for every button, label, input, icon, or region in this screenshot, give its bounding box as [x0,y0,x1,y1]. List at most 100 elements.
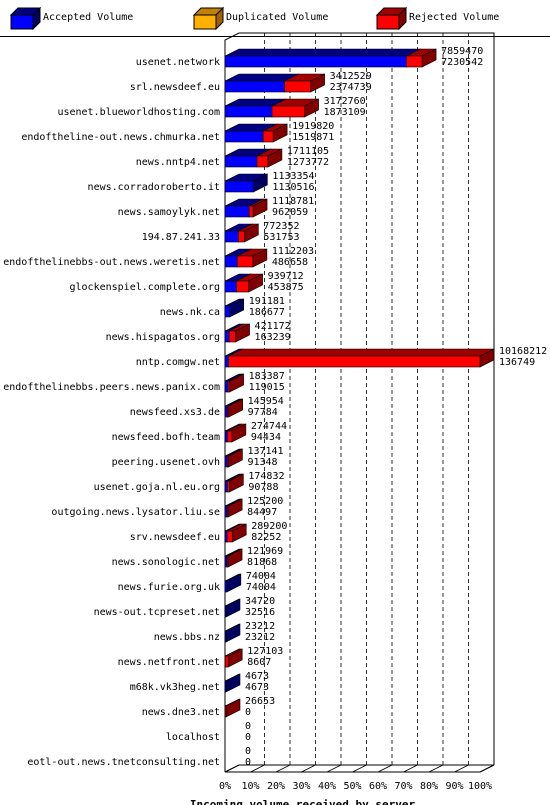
server-label: endoftheline-out.news.chmurka.net [21,132,220,143]
server-label: news-out.tcpreset.net [94,607,220,618]
rejected-bar [284,80,311,93]
accepted-bar [224,505,228,518]
accepted-bar [224,405,228,418]
rejected-bar [227,430,233,443]
accepted-value-label: 0 [245,757,251,768]
x-tick-label: 60% [369,781,387,792]
accepted-value-label: 0 [245,732,251,743]
accepted-value-label: 119015 [249,382,285,393]
total-value-label: 121969 [247,546,283,557]
accepted-value-label: 8607 [247,657,271,668]
rejected-bar [226,530,233,543]
legend-rejected-label: Rejected Volume [409,12,500,23]
accepted-bar-top [224,48,421,57]
x-axis-label: Incoming volume received by server [190,798,416,805]
floor-gridline [454,764,469,773]
accepted-bar [224,605,227,618]
x-tick-label: 30% [292,781,310,792]
rejected-bar [227,380,230,393]
server-label: 194.87.241.33 [142,232,220,243]
accepted-value-label: 486658 [272,257,308,268]
x-tick-label: 50% [343,781,361,792]
accepted-value-label: 453875 [268,282,304,293]
server-label: newsfeed.xs3.de [130,407,220,418]
server-label: news.corradoroberto.it [88,182,220,193]
rejected-bar [226,555,229,568]
rejected-bar [226,505,229,518]
rejected-bar [238,230,245,243]
legend: Accepted Volume Duplicated Volume Reject… [0,0,550,37]
legend-rejected: Rejected Volume [375,6,526,31]
total-value-label: 289200 [251,521,287,532]
total-value-label: 421172 [255,321,291,332]
total-value-label: 125200 [247,496,283,507]
floor-gridline [352,764,367,773]
rejected-bar [256,155,269,168]
total-value-label: 3412529 [330,71,372,82]
accepted-value-label: 1273772 [287,157,329,168]
accepted-value-label: 1130516 [272,182,314,193]
total-value-label: 1112203 [272,246,314,257]
total-value-label: 1133354 [272,171,314,182]
rejected-bar-top [228,348,495,357]
accepted-bar [224,130,264,143]
total-value-label: 23212 [245,621,275,632]
server-label: usenet.blueworldhosting.com [57,107,220,118]
accepted-value-label: 2374739 [330,82,372,93]
accepted-value-label: 23212 [245,632,275,643]
server-label: news.samoylyk.net [118,207,220,218]
accepted-bar [224,630,227,643]
total-value-label: 174832 [248,471,284,482]
rejected-bar [226,480,230,493]
accepted-bar [224,205,250,218]
accepted-bar [224,380,229,393]
server-label: endofthelinebbs.peers.news.panix.com [3,382,220,393]
server-label: endofthelinebbs-out.news.weretis.net [3,257,220,268]
accepted-bar [224,305,230,318]
total-value-label: 137141 [247,446,283,457]
accepted-bar [224,55,407,68]
server-label: eotl-out.news.tnetconsulting.net [27,757,220,768]
accepted-value-label: 94434 [251,432,281,443]
total-value-label: 10168212 [499,346,547,357]
duplicated-swatch-icon [192,6,225,31]
accepted-value-label: 186677 [249,307,285,318]
accepted-bar [224,155,258,168]
server-label: srl.newsdeef.eu [130,82,220,93]
accepted-value-label: 136749 [499,357,535,368]
floor-gridline [428,764,444,773]
accepted-value-label: 74004 [246,582,276,593]
server-label: glockenspiel.complete.org [69,282,220,293]
accepted-value-label: 1873109 [324,107,366,118]
total-value-label: 1711105 [287,146,329,157]
total-value-label: 0 [245,721,251,732]
total-value-label: 74004 [246,571,276,582]
rejected-bar [226,455,229,468]
accepted-value-label: 32516 [245,607,275,618]
legend-duplicated-label: Duplicated Volume [226,12,329,23]
rejected-bar [262,130,274,143]
accepted-value-label: 0 [245,707,251,718]
server-label: usenet.network [136,57,220,68]
total-value-label: 34720 [245,596,275,607]
total-value-label: 772352 [263,221,299,232]
x-tick-label: 100% [468,781,492,792]
server-label: news.furie.org.uk [118,582,220,593]
accepted-value-label: 91348 [247,457,277,468]
accepted-bar [224,80,285,93]
floor-gridline [224,764,240,773]
accepted-bar [224,680,227,693]
accepted-value-label: 82252 [251,532,281,543]
rejected-bar [224,705,227,718]
rejected-bar [228,355,481,368]
floor-gridline [403,764,418,773]
accepted-bar [224,580,228,593]
accepted-value-label: 962059 [272,207,308,218]
rejected-bar [236,280,249,293]
accepted-bar [224,430,228,443]
server-label: news.hispagatos.org [106,332,220,343]
accepted-value-label: 7230542 [441,57,483,68]
floor-gridline [275,764,291,773]
server-label: news.nk.ca [160,307,220,318]
